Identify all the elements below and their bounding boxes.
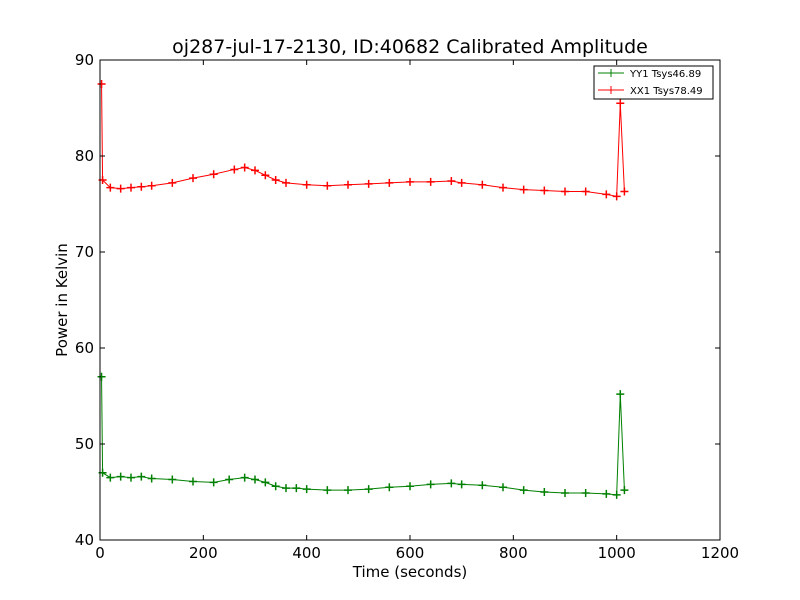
data-point <box>106 473 115 482</box>
series-layer <box>97 80 629 499</box>
data-point <box>540 186 549 195</box>
data-point <box>302 180 311 189</box>
data-point <box>519 185 528 194</box>
data-point <box>302 485 311 494</box>
series-1 <box>97 80 629 201</box>
data-point <box>251 475 259 484</box>
data-point <box>406 482 414 491</box>
x-tick-label: 600 <box>396 544 425 562</box>
data-point <box>364 485 373 494</box>
data-point <box>457 480 466 489</box>
data-point <box>457 178 466 187</box>
data-point <box>581 187 590 196</box>
legend-marker-xx1 <box>607 86 615 94</box>
data-point <box>189 477 197 486</box>
data-point <box>137 472 146 481</box>
data-point <box>385 178 394 187</box>
data-point <box>447 176 456 185</box>
legend-box <box>593 65 714 100</box>
data-point <box>225 475 234 484</box>
data-point <box>499 183 507 192</box>
data-point <box>447 479 456 488</box>
data-point <box>519 486 528 495</box>
data-point <box>323 181 332 190</box>
series-line <box>101 83 625 197</box>
data-point <box>478 481 487 490</box>
data-point <box>426 177 435 186</box>
legend-marker-yy1 <box>607 69 615 77</box>
x-axis-title: Time (seconds) <box>352 563 468 581</box>
data-point <box>240 473 249 482</box>
data-point <box>230 165 239 174</box>
y-tick-label: 80 <box>75 147 94 165</box>
data-point <box>261 478 270 487</box>
data-point <box>137 182 146 191</box>
data-point <box>602 190 611 199</box>
data-point <box>189 174 197 183</box>
data-point <box>344 486 352 495</box>
data-point <box>426 480 435 489</box>
data-point <box>561 187 569 196</box>
data-point <box>147 181 156 190</box>
data-point <box>540 488 549 496</box>
plot-frame <box>99 59 721 541</box>
data-point <box>116 472 125 481</box>
legend-label-xx1: XX1 Tsys78.49 <box>630 86 703 97</box>
data-point <box>240 163 249 172</box>
data-point <box>364 179 373 188</box>
data-point <box>620 187 629 196</box>
data-point <box>602 489 611 498</box>
data-point <box>97 372 106 381</box>
y-tick-label: 60 <box>75 339 94 357</box>
data-point <box>561 488 569 497</box>
data-point <box>261 171 270 180</box>
data-point <box>271 176 280 184</box>
data-point <box>209 170 218 179</box>
chart-title: oj287-jul-17-2130, ID:40682 Calibrated A… <box>172 36 648 58</box>
x-tick-label: 1200 <box>701 544 739 562</box>
x-tick-label: 200 <box>189 544 218 562</box>
data-point <box>116 184 125 193</box>
x-tick-label: 400 <box>292 544 321 562</box>
legend: YY1 Tsys46.89 XX1 Tsys78.49 <box>593 65 714 100</box>
y-tick-label: 40 <box>75 531 94 549</box>
data-point <box>147 474 156 483</box>
data-point <box>168 475 177 484</box>
data-point <box>282 484 290 493</box>
tick-layer: 0 200 400 600 800 1000 1200 40 50 60 70 80 90 <box>75 51 739 562</box>
data-point <box>251 166 259 175</box>
data-point <box>292 484 301 493</box>
data-point <box>620 486 629 495</box>
data-point <box>127 473 135 482</box>
data-point <box>581 488 590 497</box>
legend-label-yy1: YY1 Tsys46.89 <box>629 69 701 80</box>
data-point <box>499 483 507 492</box>
y-tick-label: 50 <box>75 435 94 453</box>
series-0 <box>97 372 629 499</box>
data-point <box>478 180 487 189</box>
data-point <box>323 486 332 495</box>
data-point <box>406 177 414 186</box>
y-tick-label: 90 <box>75 51 94 69</box>
data-point <box>282 178 290 187</box>
data-point <box>271 482 280 491</box>
x-tick-label: 0 <box>95 544 105 562</box>
data-point <box>97 80 106 88</box>
y-tick-label: 70 <box>75 243 94 261</box>
data-point <box>344 180 352 189</box>
y-axis-title: Power in Kelvin <box>53 243 71 357</box>
data-point <box>612 490 621 499</box>
data-point <box>612 192 621 201</box>
data-point <box>616 99 625 108</box>
data-point <box>385 483 394 492</box>
x-tick-label: 800 <box>499 544 528 562</box>
data-point <box>127 183 135 192</box>
data-point <box>209 478 218 487</box>
data-point <box>168 178 177 187</box>
data-point <box>106 183 115 192</box>
x-tick-label: 1000 <box>598 544 636 562</box>
data-point <box>616 390 625 399</box>
series-line <box>101 376 625 496</box>
